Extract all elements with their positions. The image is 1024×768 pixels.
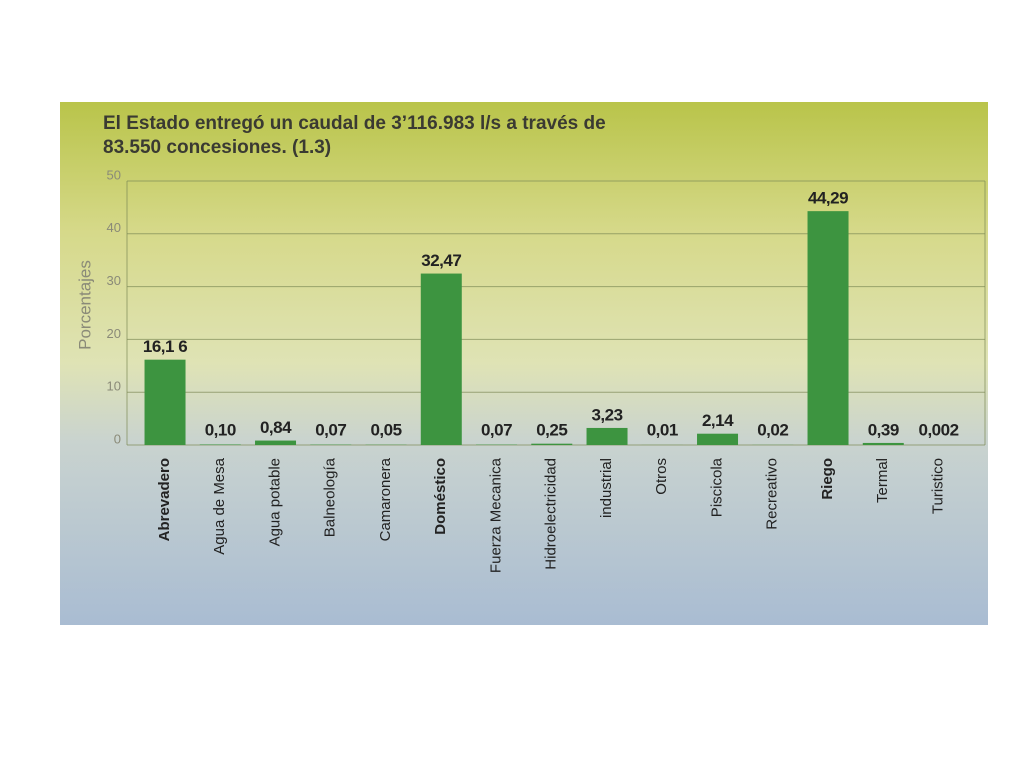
value-label: 0,10 <box>205 420 236 439</box>
x-tick-label: Camaronera <box>377 457 394 541</box>
x-tick-label: Otros <box>653 458 670 495</box>
x-tick-label: Agua de Mesa <box>211 457 228 554</box>
value-label: 0,01 <box>647 420 678 439</box>
value-label: 0,84 <box>260 418 292 437</box>
value-label: 0,05 <box>370 420 401 439</box>
chart-title: El Estado entregó un caudal de 3’116.983… <box>103 113 606 134</box>
x-tick-label: Turistico <box>929 458 946 514</box>
bar <box>586 427 628 445</box>
y-tick-label: 20 <box>107 326 121 341</box>
value-label: 0,25 <box>536 420 567 439</box>
y-tick-label: 10 <box>107 379 121 394</box>
value-label: 32,47 <box>421 251 461 270</box>
bar <box>807 211 849 445</box>
x-tick-label: Piscicola <box>708 457 725 517</box>
bar <box>255 440 297 445</box>
x-tick-label: Doméstico <box>432 458 449 535</box>
value-label: 0,07 <box>315 420 346 439</box>
x-tick-label: Hidroelectricidad <box>543 458 560 570</box>
y-tick-label: 50 <box>107 167 121 182</box>
x-tick-label: industrial <box>598 458 615 518</box>
chart-title: 83.550 concesiones. (1.3) <box>103 137 331 158</box>
y-tick-label: 30 <box>107 273 121 288</box>
bar <box>531 443 573 445</box>
x-tick-label: Agua potable <box>266 458 283 546</box>
value-label: 0,02 <box>757 420 788 439</box>
y-tick-label: 0 <box>114 431 121 446</box>
x-tick-label: Abrevadero <box>156 458 173 541</box>
value-label: 44,29 <box>808 189 848 208</box>
bar <box>862 442 904 445</box>
bar <box>144 359 186 445</box>
x-tick-label: Fuerza Mecanica <box>487 457 504 573</box>
bar <box>697 433 739 445</box>
value-label: 0,39 <box>868 420 899 439</box>
value-label: 16,1 6 <box>143 337 187 356</box>
x-tick-label: Recreativo <box>764 458 781 530</box>
x-tick-label: Riego <box>819 458 836 500</box>
background <box>60 102 988 625</box>
y-tick-label: 40 <box>107 220 121 235</box>
value-label: 0,07 <box>481 420 512 439</box>
value-label: 2,14 <box>702 411 734 430</box>
y-axis-label: Porcentajes <box>75 260 94 350</box>
bar <box>199 444 241 445</box>
bar <box>420 273 462 445</box>
x-tick-label: Balneología <box>322 457 339 537</box>
value-label: 0,002 <box>919 420 959 439</box>
value-label: 3,23 <box>591 405 622 424</box>
x-tick-label: Termal <box>874 458 891 503</box>
